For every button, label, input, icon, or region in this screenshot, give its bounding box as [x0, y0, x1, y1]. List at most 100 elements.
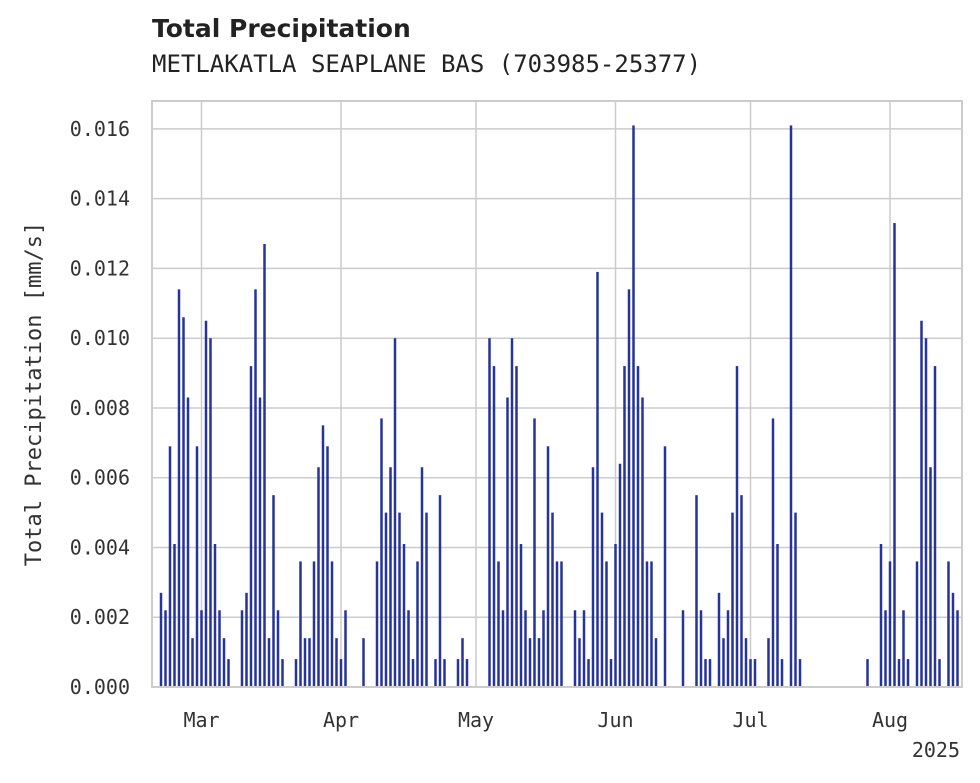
precip-bar: [375, 561, 379, 687]
precip-bar: [299, 561, 302, 687]
precip-bar: [384, 512, 388, 687]
precip-bar: [321, 425, 325, 687]
precip-bar: [740, 495, 743, 687]
precip-bar: [335, 638, 338, 687]
y-tick-label: 0.000: [70, 675, 130, 699]
precip-bar: [596, 271, 599, 687]
precip-bar: [461, 638, 464, 687]
precip-bar: [767, 638, 770, 687]
precip-bar: [416, 561, 419, 687]
precip-bar: [519, 543, 523, 687]
precip-bar: [317, 467, 320, 687]
precip-bar: [636, 366, 640, 687]
y-tick-label: 0.008: [70, 396, 130, 420]
precip-bar: [555, 561, 559, 687]
precip-bar: [506, 397, 509, 687]
precip-bar: [776, 543, 779, 687]
precip-bar: [380, 418, 383, 687]
precip-bar: [510, 338, 514, 687]
precip-bar: [308, 638, 311, 687]
precip-bar: [641, 397, 644, 687]
precip-bar: [654, 638, 658, 687]
y-tick-label: 0.002: [70, 605, 130, 629]
precip-bar: [402, 543, 406, 687]
precip-bar: [488, 338, 491, 687]
precip-bar: [272, 495, 275, 687]
precip-bar: [780, 659, 784, 687]
precip-bar: [254, 289, 257, 687]
precip-bar: [884, 610, 887, 687]
precip-bar: [726, 610, 730, 687]
precip-bar: [573, 610, 577, 687]
precip-bar: [312, 561, 316, 687]
precip-bar: [929, 467, 932, 687]
x-tick-label: Jul: [732, 708, 768, 732]
precip-bar: [456, 659, 460, 687]
precip-bar: [546, 446, 550, 687]
precip-bar: [218, 610, 221, 687]
precip-bar: [938, 659, 941, 687]
precip-bar: [407, 610, 410, 687]
precip-bar: [897, 659, 901, 687]
plot-frame: [151, 100, 963, 688]
precip-bar: [609, 659, 613, 687]
precip-bar: [582, 610, 586, 687]
precip-bar: [465, 659, 469, 687]
precip-bar: [434, 659, 437, 687]
precip-bar: [915, 561, 919, 687]
precip-bar: [168, 446, 172, 687]
precip-bar: [591, 467, 595, 687]
precip-bar: [771, 418, 775, 687]
precip-bar: [330, 561, 334, 687]
precip-bar: [276, 610, 280, 687]
x-tick-label: Apr: [323, 708, 359, 732]
precip-bar: [209, 338, 212, 687]
precip-bar: [222, 638, 226, 687]
precip-bar: [393, 338, 397, 687]
precip-bar: [294, 659, 298, 687]
precip-bar: [362, 638, 365, 687]
precip-bar: [195, 446, 199, 687]
precip-bar: [663, 446, 667, 687]
precip-bar: [951, 592, 955, 687]
x-tick-label: Mar: [183, 708, 219, 732]
precip-bar: [213, 543, 217, 687]
x-tick-label: Jun: [597, 708, 633, 732]
precip-bar: [411, 659, 415, 687]
precip-bar: [902, 610, 905, 687]
precip-bar: [708, 659, 712, 687]
precip-bar: [578, 638, 581, 687]
x-tick-label: Aug: [872, 708, 908, 732]
y-axis-label: Total Precipitation [mm/s]: [22, 222, 47, 566]
precip-bar: [879, 543, 883, 687]
y-tick-labels: 0.000 0.002 0.004 0.006 0.008 0.010 0.012 0.014…: [70, 117, 130, 699]
precip-bar: [605, 561, 608, 687]
precip-bar: [681, 610, 685, 687]
y-tick-label: 0.016: [70, 117, 130, 141]
y-tick-label: 0.014: [70, 187, 130, 211]
precip-bar: [227, 659, 230, 687]
precip-bar: [204, 320, 208, 687]
precip-bar: [438, 495, 442, 687]
precip-bar: [245, 592, 248, 687]
precip-bar: [614, 543, 617, 687]
precip-bar: [200, 610, 203, 687]
precip-bar: [645, 561, 649, 687]
precip-bar: [888, 561, 892, 687]
chart-subtitle: METLAKATLA SEAPLANE BAS (703985-25377): [152, 50, 702, 78]
precip-bar: [258, 397, 262, 687]
precip-bar: [524, 610, 527, 687]
precip-bar: [906, 659, 910, 687]
precip-bar: [339, 659, 343, 687]
precip-bar: [326, 446, 329, 687]
precip-bar: [753, 659, 757, 687]
bars-group: [159, 125, 959, 688]
y-tick-label: 0.012: [70, 256, 130, 280]
precip-bar: [798, 659, 802, 687]
chart-title: Total Precipitation: [152, 14, 411, 43]
precip-bar: [731, 512, 734, 687]
precip-bar: [492, 366, 496, 687]
precip-bar: [632, 125, 635, 688]
precip-bar: [515, 366, 518, 687]
precip-bar: [627, 289, 631, 687]
